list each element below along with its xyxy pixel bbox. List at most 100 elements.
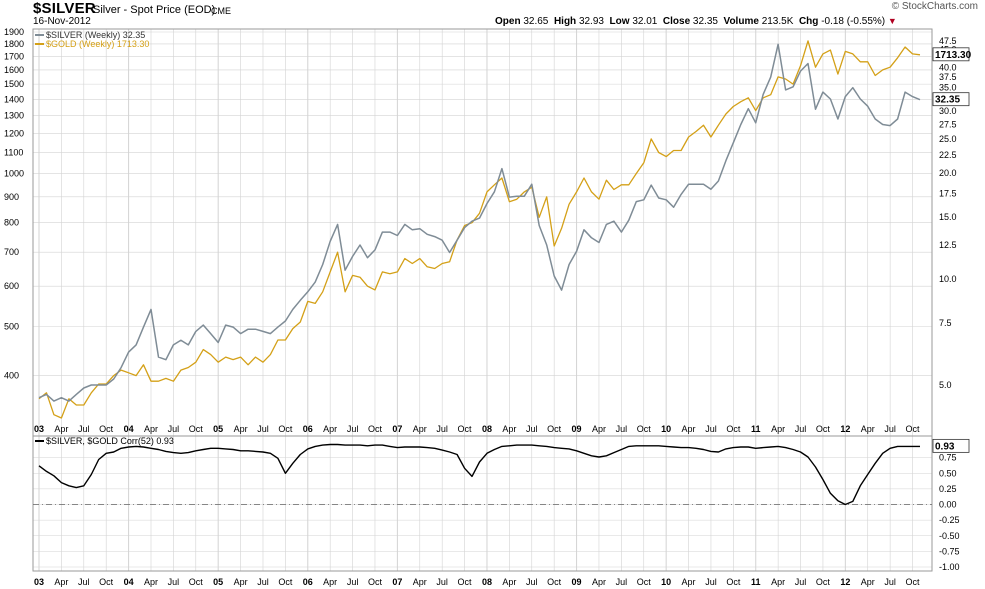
corr-x-tick-label: Oct bbox=[368, 577, 383, 587]
corr-panel-grid bbox=[33, 436, 932, 571]
right-y-tick-label: 5.0 bbox=[939, 380, 952, 390]
corr-value-badge: 0.93 bbox=[935, 441, 955, 452]
legends: $SILVER (Weekly) 32.35$GOLD (Weekly) 171… bbox=[35, 30, 174, 446]
main-x-tick-label: 05 bbox=[213, 424, 223, 434]
corr-x-tick-label: Apr bbox=[144, 577, 158, 587]
main-x-tick-label: Oct bbox=[726, 424, 741, 434]
right-y-tick-label: 15.0 bbox=[939, 212, 957, 222]
corr-x-tick-label: Jul bbox=[884, 577, 896, 587]
corr-x-tick-label: Oct bbox=[816, 577, 831, 587]
low-value: 32.01 bbox=[632, 16, 658, 27]
corr-x-tick-label: Jul bbox=[168, 577, 180, 587]
chg-label: Chg bbox=[798, 16, 819, 27]
silver-price-line bbox=[38, 43, 921, 402]
main-x-tick-label: 06 bbox=[303, 424, 313, 434]
corr-x-tick-label: Oct bbox=[189, 577, 204, 587]
corr-x-tick-label: Oct bbox=[278, 577, 293, 587]
corr-panel-lines bbox=[33, 443, 932, 506]
main-x-tick-label: Oct bbox=[368, 424, 383, 434]
left-y-tick-label: 1300 bbox=[4, 111, 24, 121]
ohlc-summary: Open 32.65 High 32.93 Low 32.01 Close 32… bbox=[495, 16, 897, 27]
corr-y-tick-label: 0.00 bbox=[939, 500, 957, 510]
main-x-tick-label: 07 bbox=[392, 424, 402, 434]
right-y-tick-label: 25.0 bbox=[939, 134, 957, 144]
corr-x-tick-label: 11 bbox=[751, 577, 761, 587]
main-x-tick-label: Apr bbox=[592, 424, 606, 434]
corr-x-tick-label: Oct bbox=[726, 577, 741, 587]
low-label: Low bbox=[609, 16, 630, 27]
corr-y-tick-label: -0.50 bbox=[939, 531, 960, 541]
corr-x-tick-label: 03 bbox=[34, 577, 44, 587]
main-x-tick-label: 12 bbox=[840, 424, 850, 434]
main-x-tick-label: Oct bbox=[99, 424, 114, 434]
symbol-title: $SILVER bbox=[33, 0, 96, 17]
main-x-tick-label: Jul bbox=[347, 424, 359, 434]
main-x-tick-label: Apr bbox=[413, 424, 427, 434]
corr-x-tick-label: Apr bbox=[771, 577, 785, 587]
right-y-tick-label: 30.0 bbox=[939, 106, 957, 116]
left-y-tick-label: 1100 bbox=[4, 148, 23, 158]
legend-entry: $SILVER (Weekly) 32.35 bbox=[46, 30, 145, 40]
left-y-tick-label: 1700 bbox=[4, 52, 24, 62]
corr-y-tick-label: 0.25 bbox=[939, 484, 957, 494]
corr-x-tick-label: Oct bbox=[99, 577, 114, 587]
main-x-tick-label: Apr bbox=[771, 424, 785, 434]
close-label: Close bbox=[662, 16, 691, 27]
corr-panel-frame bbox=[32, 435, 933, 572]
main-x-tick-label: Oct bbox=[906, 424, 921, 434]
left-y-tick-label: 1200 bbox=[4, 128, 24, 138]
corr-legend-entry: $SILVER, $GOLD Corr(52) 0.93 bbox=[46, 436, 174, 446]
corr-x-tick-label: Apr bbox=[234, 577, 248, 587]
corr-x-tick-label: 09 bbox=[572, 577, 582, 587]
main-x-tick-label: Apr bbox=[323, 424, 337, 434]
left-y-tick-label: 800 bbox=[4, 218, 19, 228]
corr-x-tick-label: Apr bbox=[682, 577, 696, 587]
corr-x-tick-label: Apr bbox=[502, 577, 516, 587]
volume-label: Volume bbox=[723, 16, 759, 27]
corr-x-tick-label: Oct bbox=[547, 577, 562, 587]
gold-value-badge: 1713.30 bbox=[935, 50, 972, 61]
gold-price-line bbox=[38, 40, 921, 419]
silver-value-badge-box bbox=[932, 92, 970, 107]
main-x-tick-label: 08 bbox=[482, 424, 492, 434]
corr-x-tick-label: Apr bbox=[861, 577, 875, 587]
left-y-tick-label: 900 bbox=[4, 192, 19, 202]
left-y-tick-label: 600 bbox=[4, 281, 19, 291]
right-y-tick-label: 10.0 bbox=[939, 274, 957, 284]
corr-x-tick-label: Apr bbox=[54, 577, 68, 587]
left-y-tick-label: 1500 bbox=[4, 79, 24, 89]
left-y-tick-label: 1600 bbox=[4, 65, 24, 75]
corr-value-badge-box bbox=[932, 438, 970, 453]
main-x-tick-label: 04 bbox=[124, 424, 134, 434]
chart-date: 16-Nov-2012 bbox=[33, 16, 91, 27]
corr-x-tick-label: Jul bbox=[78, 577, 90, 587]
main-x-tick-label: Jul bbox=[884, 424, 896, 434]
left-y-tick-label: 700 bbox=[4, 247, 19, 257]
main-panel-frame bbox=[32, 28, 933, 437]
main-x-tick-label: Oct bbox=[278, 424, 293, 434]
right-y-tick-label: 27.5 bbox=[939, 120, 957, 130]
main-x-tick-label: Jul bbox=[436, 424, 448, 434]
right-y-tick-label: 12.5 bbox=[939, 240, 957, 250]
corr-x-tick-label: Jul bbox=[526, 577, 538, 587]
corr-x-tick-label: 08 bbox=[482, 577, 492, 587]
stockcharts-credit: © StockCharts.com bbox=[891, 1, 978, 12]
high-value: 32.93 bbox=[578, 16, 604, 27]
left-y-tick-label: 1400 bbox=[4, 94, 24, 104]
main-x-tick-label: Oct bbox=[458, 424, 473, 434]
correlation-line bbox=[38, 443, 920, 506]
right-y-tick-label: 47.5 bbox=[939, 36, 957, 46]
main-x-tick-label: Apr bbox=[682, 424, 696, 434]
main-x-tick-label: Jul bbox=[795, 424, 807, 434]
main-x-tick-label: Oct bbox=[547, 424, 562, 434]
close-value: 32.35 bbox=[692, 16, 718, 27]
corr-x-tick-label: 05 bbox=[213, 577, 223, 587]
main-x-tick-label: 11 bbox=[751, 424, 761, 434]
right-y-tick-label: 40.0 bbox=[939, 62, 957, 72]
right-y-tick-label: 35.0 bbox=[939, 83, 957, 93]
main-x-tick-label: 03 bbox=[34, 424, 44, 434]
volume-value: 213.5K bbox=[761, 16, 794, 27]
gold-value-badge-box bbox=[932, 47, 970, 62]
corr-x-tick-label: Jul bbox=[616, 577, 628, 587]
